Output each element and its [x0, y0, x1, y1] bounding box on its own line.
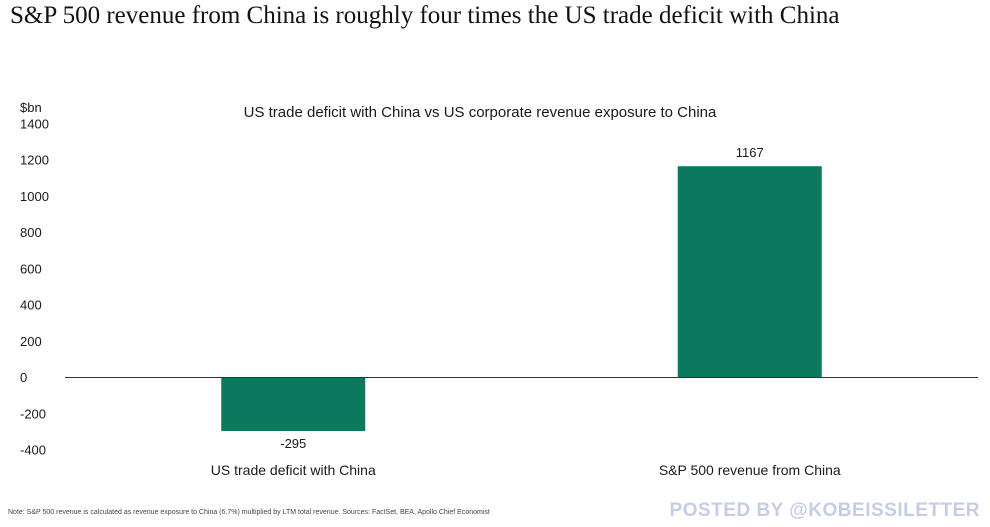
y-tick-label: -200	[20, 406, 46, 421]
y-tick-label: -400	[20, 443, 46, 458]
y-tick-label: 400	[20, 298, 42, 313]
bar	[677, 166, 822, 378]
y-tick-label: 1200	[20, 153, 49, 168]
y-tick-label: 600	[20, 261, 42, 276]
bars	[221, 166, 822, 431]
footnote: Note: S&P 500 revenue is calculated as r…	[8, 509, 490, 516]
y-axis-ticks: -400 -200 0 200 400 600 800 1000 1200 1400	[20, 117, 49, 458]
bar-chart: US trade deficit with China vs US corpor…	[20, 100, 978, 478]
data-label: 1167	[736, 145, 764, 160]
y-tick-label: 800	[20, 225, 42, 240]
data-labels: -295 1167	[280, 145, 764, 451]
y-tick-label: 200	[20, 334, 42, 349]
category-labels: US trade deficit with China S&P 500 reven…	[211, 462, 841, 478]
y-tick-label: 1000	[20, 189, 49, 204]
y-tick-label: 0	[20, 370, 27, 385]
data-label: -295	[280, 436, 306, 451]
headline: S&P 500 revenue from China is roughly fo…	[10, 2, 840, 29]
y-tick-label: 1400	[20, 117, 49, 132]
y-axis-label: $bn	[20, 100, 42, 115]
category-label: S&P 500 revenue from China	[659, 462, 841, 478]
chart-title: US trade deficit with China vs US corpor…	[244, 104, 717, 121]
watermark: POSTED BY @KOBEISSILETTER	[669, 500, 980, 521]
category-label: US trade deficit with China	[211, 462, 376, 478]
bar	[221, 377, 366, 431]
